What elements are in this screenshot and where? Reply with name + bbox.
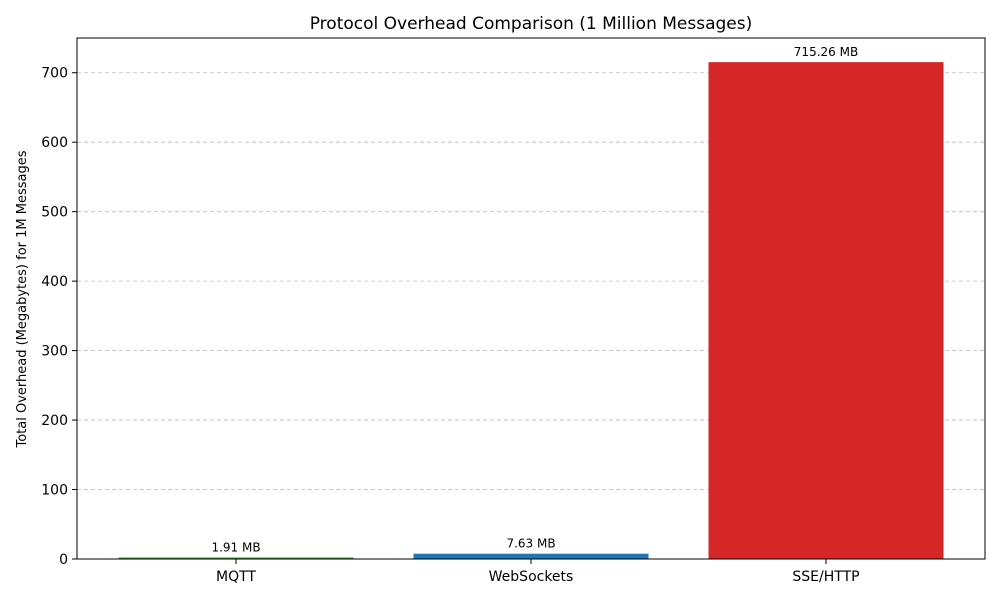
y-tick-label: 400 <box>41 274 68 290</box>
bar-mqtt <box>118 557 354 559</box>
y-ticks: 0 100 200 300 400 500 600 700 <box>41 66 77 568</box>
y-tick-label: 200 <box>41 413 68 429</box>
data-labels: 1.91 MB 7.63 MB 715.26 MB <box>211 45 858 554</box>
data-label: 715.26 MB <box>794 45 858 59</box>
y-tick-label: 600 <box>41 135 68 151</box>
y-tick-label: 100 <box>41 483 68 499</box>
y-axis-label: Total Overhead (Megabytes) for 1M Messag… <box>15 150 30 448</box>
y-tick-label: 700 <box>41 66 68 82</box>
plot-frame <box>76 37 986 560</box>
data-label: 1.91 MB <box>211 541 260 555</box>
bars <box>118 62 944 559</box>
x-ticks: MQTT WebSockets SSE/HTTP <box>216 559 860 585</box>
y-tick-label: 500 <box>41 205 68 221</box>
data-label: 7.63 MB <box>506 537 555 551</box>
bar-websockets <box>413 553 649 559</box>
x-tick-label: SSE/HTTP <box>792 569 859 585</box>
x-tick-label: WebSockets <box>489 569 574 585</box>
y-tick-label: 300 <box>41 344 68 360</box>
x-tick-label: MQTT <box>216 569 256 585</box>
chart-title: Protocol Overhead Comparison (1 Million … <box>310 14 753 34</box>
y-tick-label: 0 <box>59 552 68 568</box>
bar-sse-http <box>708 62 944 559</box>
